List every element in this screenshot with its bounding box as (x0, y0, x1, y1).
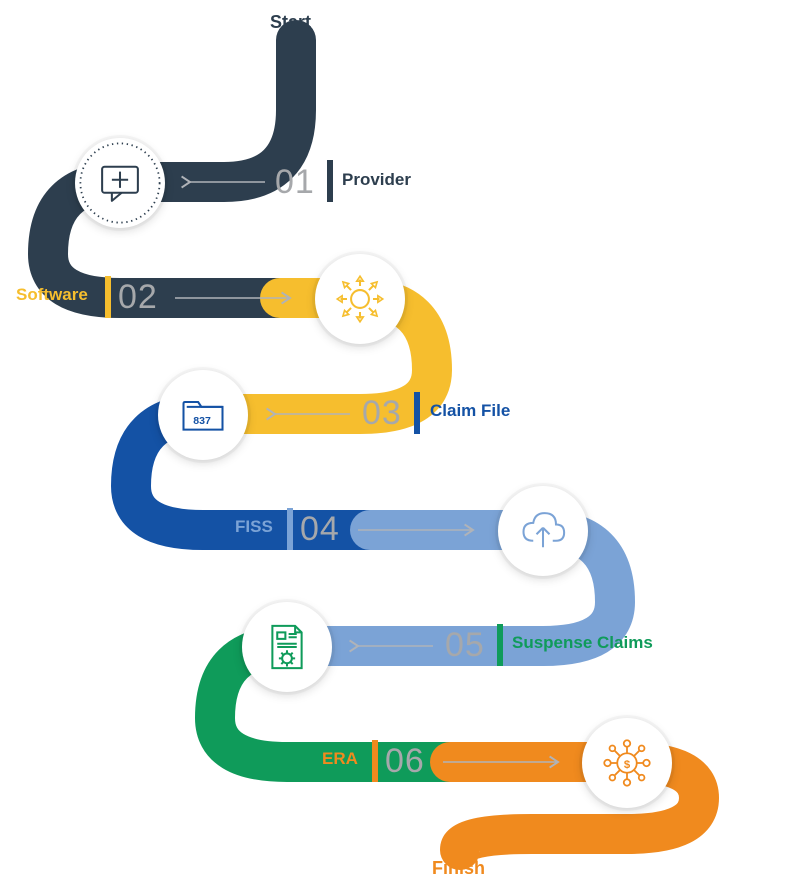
step-03-circle: 837 (158, 370, 248, 460)
step-03-bar (414, 392, 420, 434)
step-01-title: Provider (342, 170, 411, 190)
step-03-num: 03 (362, 394, 402, 433)
step-05-circle (242, 602, 332, 692)
svg-text:$: $ (624, 759, 631, 771)
step-02-title: Software (16, 285, 88, 305)
folder-text: 837 (193, 415, 211, 427)
step-02-bar (105, 276, 111, 318)
dollar-network-icon: $ (601, 737, 653, 789)
step-04-title: FISS (235, 517, 273, 537)
step-04-circle (498, 486, 588, 576)
finish-label: Finish (432, 858, 485, 879)
cloud-upload-icon (517, 505, 569, 557)
step-06-title: ERA (322, 749, 358, 769)
start-label: Start (270, 12, 311, 33)
step-06-bar (372, 740, 378, 782)
step-06-num: 06 (385, 742, 425, 781)
step-01-circle (75, 138, 165, 228)
step-02-num: 02 (118, 278, 158, 317)
gear-icon (334, 273, 386, 325)
step-01-num: 01 (275, 163, 315, 202)
step-05-bar (497, 624, 503, 666)
step-01-bar (327, 160, 333, 202)
step-04-num: 04 (300, 510, 340, 549)
step-05-num: 05 (445, 626, 485, 665)
step-03-title: Claim File (430, 401, 510, 421)
step-05-title: Suspense Claims (512, 633, 653, 653)
step-06-circle: $ (582, 718, 672, 808)
folder-837-icon: 837 (177, 389, 229, 441)
doc-gear-icon (261, 621, 313, 673)
step-02-circle (315, 254, 405, 344)
step-04-bar (287, 508, 293, 550)
